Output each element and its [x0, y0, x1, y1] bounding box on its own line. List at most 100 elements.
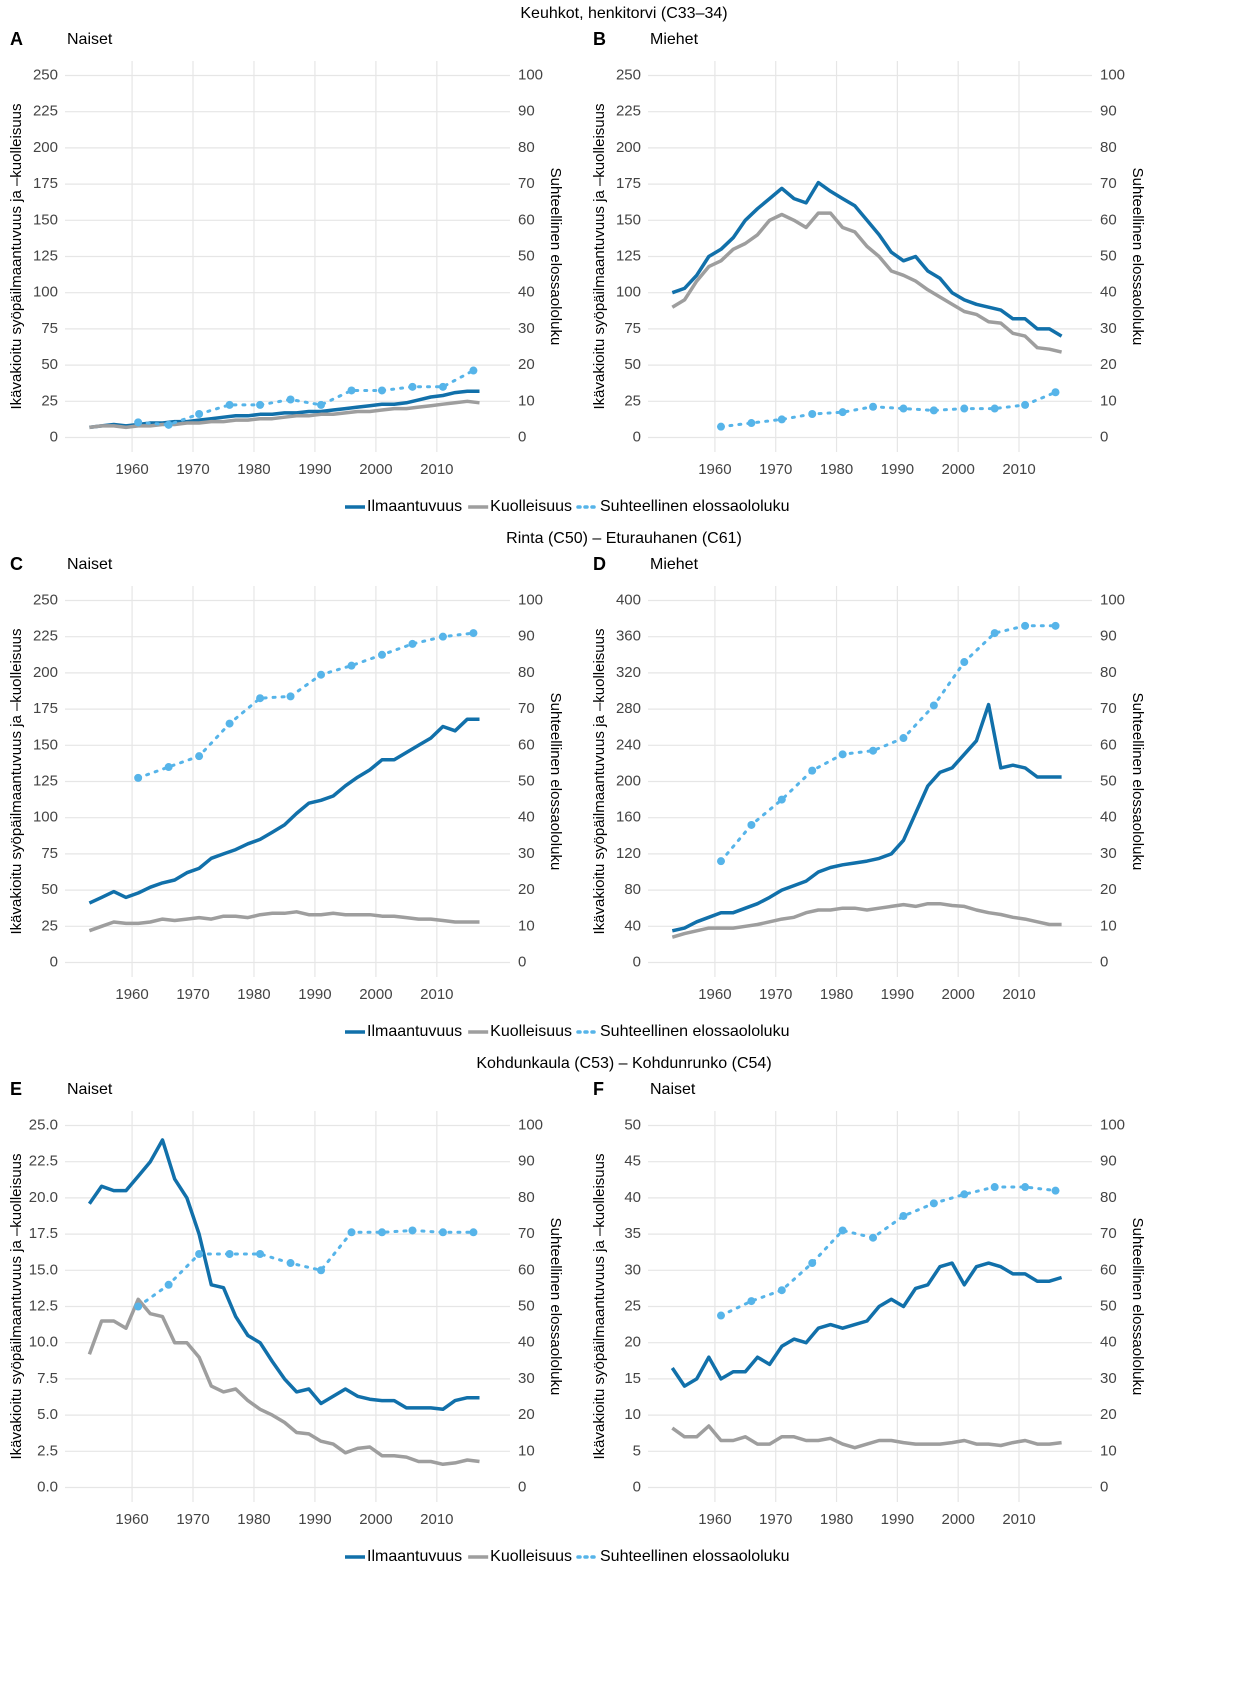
- legend-label: Kuolleisuus: [490, 498, 572, 515]
- survival-point: [869, 1233, 878, 1242]
- y2-tick-label: 80: [518, 139, 535, 156]
- y-tick-label: 125: [33, 247, 58, 264]
- y-tick-label: 50: [624, 1116, 641, 1133]
- y2-tick-label: 20: [518, 356, 535, 373]
- y2-tick-label: 90: [1100, 103, 1117, 120]
- legend-label: Suhteellinen elossaololuku: [600, 1023, 789, 1040]
- y-axis-label: Ikävakioitu syöpäilmaantuvuus ja –kuolle…: [8, 103, 25, 409]
- y2-tick-label: 80: [518, 664, 535, 681]
- y2-tick-label: 40: [1100, 1334, 1117, 1351]
- survival-point: [134, 1302, 143, 1311]
- legend-label: Suhteellinen elossaololuku: [600, 1548, 789, 1565]
- y-tick-label: 12.5: [29, 1297, 58, 1314]
- survival-point: [438, 632, 447, 641]
- y-tick-label: 2.5: [37, 1442, 58, 1459]
- y-tick-label: 40: [624, 917, 641, 934]
- y-tick-label: 25.0: [29, 1116, 58, 1133]
- survival-point: [317, 400, 326, 409]
- survival-point: [838, 408, 847, 417]
- y2-tick-label: 90: [1100, 1153, 1117, 1170]
- survival-point: [347, 661, 356, 670]
- survival-point: [990, 1183, 999, 1192]
- survival-point: [899, 734, 908, 743]
- x-tick-label: 1990: [298, 1511, 331, 1528]
- survival-point: [808, 1259, 817, 1268]
- x-tick-label: 1960: [115, 1511, 148, 1528]
- series-line: [89, 389, 480, 430]
- survival-point: [317, 1266, 326, 1275]
- y2-tick-label: 30: [1100, 845, 1117, 862]
- y2-tick-label: 50: [1100, 772, 1117, 789]
- legend-label: Kuolleisuus: [490, 1023, 572, 1040]
- y2-tick-label: 80: [1100, 139, 1117, 156]
- survival-point: [899, 1211, 908, 1220]
- y2-tick-label: 20: [518, 1406, 535, 1423]
- survival-point: [777, 1286, 786, 1295]
- y-tick-label: 100: [33, 284, 58, 301]
- survival-point: [1051, 388, 1060, 397]
- panel-title: Miehet: [650, 556, 699, 573]
- y-tick-label: 50: [41, 881, 58, 898]
- y-tick-label: 320: [616, 664, 641, 681]
- survival-point: [960, 1190, 969, 1199]
- y2-tick-label: 10: [518, 917, 535, 934]
- x-tick-label: 2010: [420, 461, 453, 478]
- y-tick-label: 15: [624, 1370, 641, 1387]
- x-tick-label: 1960: [698, 461, 731, 478]
- survival-line: [719, 1185, 1057, 1318]
- y-tick-label: 150: [33, 211, 58, 228]
- x-tick-label: 1960: [698, 1511, 731, 1528]
- survival-point: [747, 820, 756, 829]
- y2-tick-label: 30: [1100, 320, 1117, 337]
- y-tick-label: 7.5: [37, 1370, 58, 1387]
- panel-label: B: [593, 29, 606, 49]
- y2-tick-label: 100: [518, 1116, 543, 1133]
- x-tick-label: 1970: [759, 461, 792, 478]
- y-tick-label: 200: [33, 139, 58, 156]
- y-tick-label: 80: [624, 881, 641, 898]
- y-axis-label: Ikävakioitu syöpäilmaantuvuus ja –kuolle…: [591, 103, 608, 409]
- y2-tick-label: 10: [1100, 1442, 1117, 1459]
- y-tick-label: 0.0: [37, 1478, 58, 1495]
- y2-tick-label: 80: [518, 1189, 535, 1206]
- y2-tick-label: 50: [1100, 1297, 1117, 1314]
- y2-tick-label: 10: [1100, 392, 1117, 409]
- survival-point: [960, 658, 969, 667]
- panel-title: Naiset: [67, 556, 113, 573]
- x-tick-label: 2000: [359, 1511, 392, 1528]
- y2-tick-label: 20: [1100, 1406, 1117, 1423]
- survival-point: [929, 701, 938, 710]
- y2-tick-label: 100: [1100, 66, 1125, 83]
- survival-point: [408, 382, 417, 391]
- survival-point: [286, 692, 295, 701]
- y2-tick-label: 20: [1100, 881, 1117, 898]
- x-tick-label: 2010: [1002, 1511, 1035, 1528]
- y2-tick-label: 60: [1100, 736, 1117, 753]
- survival-point: [286, 395, 295, 404]
- y2-tick-label: 20: [1100, 356, 1117, 373]
- panel-label: E: [10, 1079, 22, 1099]
- survival-point: [377, 1228, 386, 1237]
- series-line: [88, 910, 480, 933]
- survival-point: [438, 1228, 447, 1237]
- survival-point: [195, 409, 204, 418]
- y-tick-label: 200: [616, 772, 641, 789]
- panel-label: C: [10, 554, 23, 574]
- survival-point: [716, 1311, 725, 1320]
- y2-tick-label: 60: [1100, 211, 1117, 228]
- y2-tick-label: 40: [1100, 809, 1117, 826]
- y2-tick-label: 60: [518, 1261, 535, 1278]
- y-tick-label: 5.0: [37, 1406, 58, 1423]
- y2-tick-label: 80: [1100, 664, 1117, 681]
- survival-point: [256, 400, 265, 409]
- y2-tick-label: 90: [518, 628, 535, 645]
- survival-point: [899, 404, 908, 413]
- survival-point: [256, 694, 265, 703]
- y2-tick-label: 10: [518, 392, 535, 409]
- series-line: [671, 1424, 1062, 1450]
- y-tick-label: 175: [616, 175, 641, 192]
- y2-tick-label: 10: [518, 1442, 535, 1459]
- y-axis-label: Ikävakioitu syöpäilmaantuvuus ja –kuolle…: [8, 1153, 25, 1459]
- y2-tick-label: 60: [518, 736, 535, 753]
- y-tick-label: 125: [33, 772, 58, 789]
